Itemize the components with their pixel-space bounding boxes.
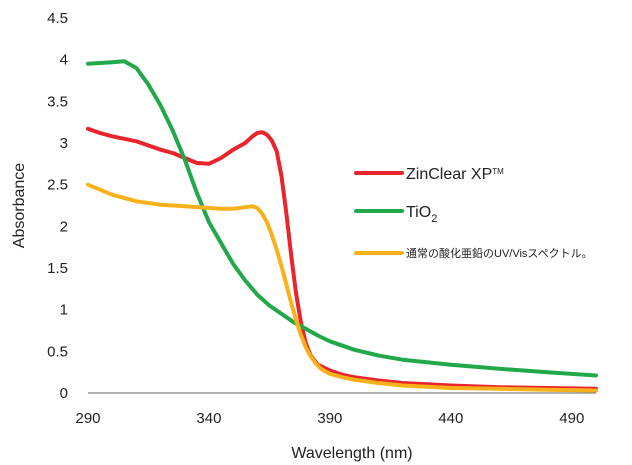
y-tick-label: 4: [60, 52, 68, 69]
y-axis-ticks: 0 0.5 1 1.5 2 2.5 3 3.5 4 4.5: [47, 10, 68, 402]
legend-label-1: TiO2: [406, 204, 437, 225]
legend: ZinClear XPTM TiO2 通常の酸化亜鉛のUV/Visスペクトル。: [354, 166, 593, 260]
y-tick-label: 0: [60, 385, 68, 402]
series-line-0: [86, 126, 598, 391]
x-tick-label: 340: [196, 410, 221, 427]
y-axis-title: Absorbance: [11, 163, 28, 248]
x-axis-title: Wavelength (nm): [291, 445, 412, 462]
x-tick-label: 490: [559, 410, 584, 427]
y-tick-label: 4.5: [47, 10, 68, 27]
series-lines: [86, 59, 598, 393]
y-tick-label: 2.5: [47, 177, 68, 194]
x-tick-label: 390: [317, 410, 342, 427]
legend-label-text: ZinClear XP: [406, 166, 492, 183]
series-line-1: [86, 59, 598, 378]
legend-label-text: TiO: [406, 204, 431, 221]
legend-label-trademark: TM: [492, 167, 504, 176]
legend-label-2: 通常の酸化亜鉛のUV/Visスペクトル。: [406, 246, 593, 260]
legend-label-0: ZinClear XPTM: [406, 166, 504, 183]
y-tick-label: 1: [60, 302, 68, 319]
legend-label-subscript: 2: [431, 213, 437, 225]
legend-label-text: 通常の酸化亜鉛のUV/Visスペクトル。: [406, 246, 593, 260]
y-tick-label: 0.5: [47, 343, 68, 360]
y-tick-label: 2: [60, 218, 68, 235]
y-tick-label: 3.5: [47, 93, 68, 110]
y-tick-label: 1.5: [47, 260, 68, 277]
series-line-2: [86, 182, 598, 393]
x-tick-label: 290: [75, 410, 100, 427]
y-tick-label: 3: [60, 135, 68, 152]
x-axis-ticks: 290 340 390 440 490: [75, 410, 584, 427]
x-tick-label: 440: [438, 410, 463, 427]
